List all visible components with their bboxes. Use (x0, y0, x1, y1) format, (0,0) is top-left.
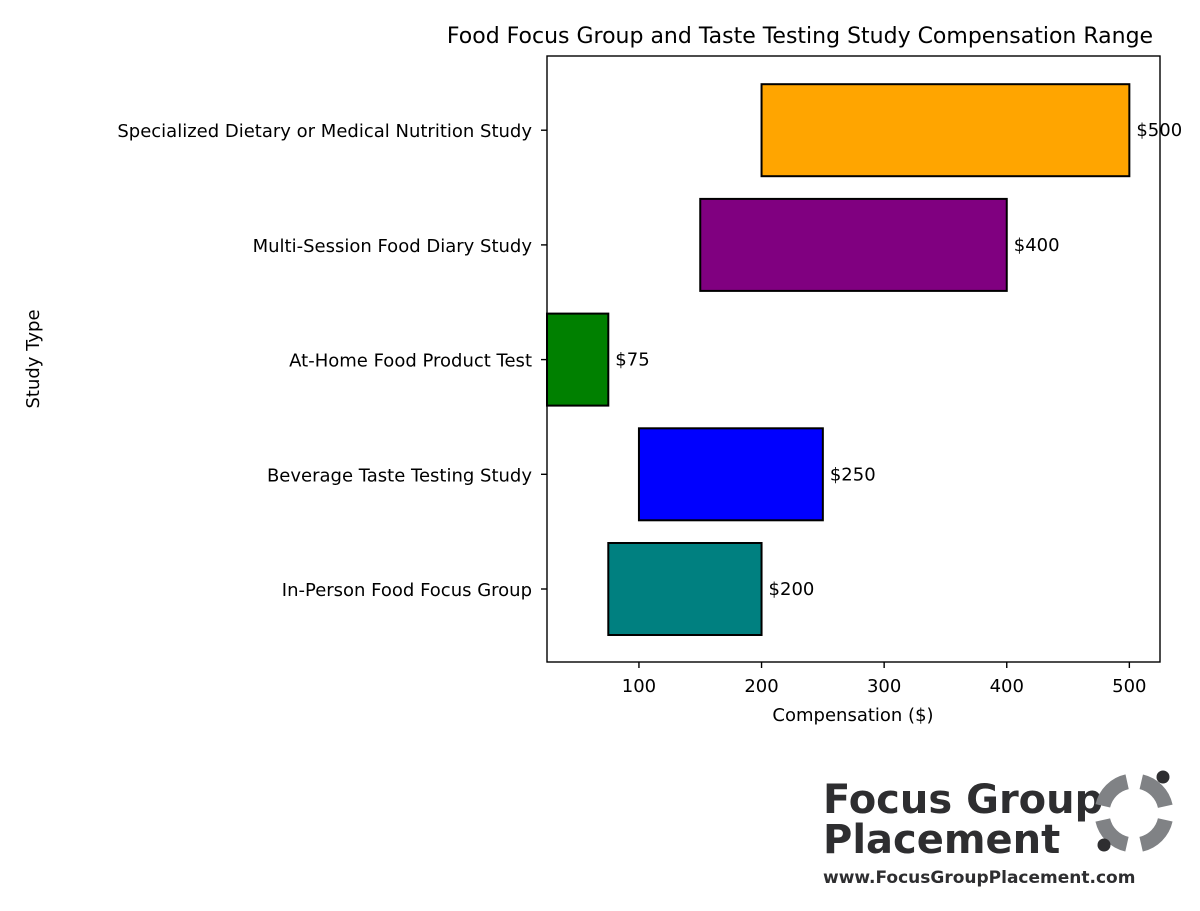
y-tick-label: Beverage Taste Testing Study (267, 465, 532, 486)
logo-line-1: Focus Group (823, 777, 1103, 823)
y-tick-label: Multi-Session Food Diary Study (253, 236, 533, 257)
bar-value-label: $75 (615, 350, 649, 371)
logo-line-2: Placement (823, 817, 1060, 863)
focus-group-placement-logo: Focus Group Placement www.FocusGroupPlac… (823, 770, 1174, 888)
bar-value-label: $200 (769, 579, 815, 600)
chart-title: Food Focus Group and Taste Testing Study… (447, 24, 1153, 49)
x-tick-label: 300 (867, 676, 901, 697)
y-tick-label: In-Person Food Focus Group (282, 580, 532, 601)
range-bar (546, 312, 610, 407)
y-axis-ticks: In-Person Food Focus Group Beverage Taste… (117, 121, 547, 601)
bars-layer (546, 83, 1131, 636)
bar-value-label: $500 (1136, 120, 1182, 141)
range-bar (607, 542, 763, 636)
bar-value-label: $250 (830, 464, 876, 485)
x-axis-label: Compensation ($) (772, 705, 933, 726)
logo-url: www.FocusGroupPlacement.com (823, 868, 1135, 888)
bar-value-label: $400 (1014, 235, 1060, 256)
bar-value-labels: $200 $250 $75 $400 $500 (615, 120, 1182, 600)
x-axis-ticks: 100 200 300 400 500 (622, 662, 1147, 697)
x-tick-label: 400 (990, 676, 1024, 697)
x-tick-label: 100 (622, 676, 656, 697)
y-tick-label: At-Home Food Product Test (289, 351, 532, 372)
x-tick-label: 200 (744, 676, 778, 697)
range-bar (760, 83, 1131, 178)
y-axis-label: Study Type (23, 309, 44, 408)
x-tick-label: 500 (1112, 676, 1146, 697)
range-bar (637, 427, 824, 522)
y-tick-label: Specialized Dietary or Medical Nutrition… (117, 121, 532, 142)
range-bar (699, 197, 1008, 292)
logo-mark-icon (1094, 770, 1174, 853)
